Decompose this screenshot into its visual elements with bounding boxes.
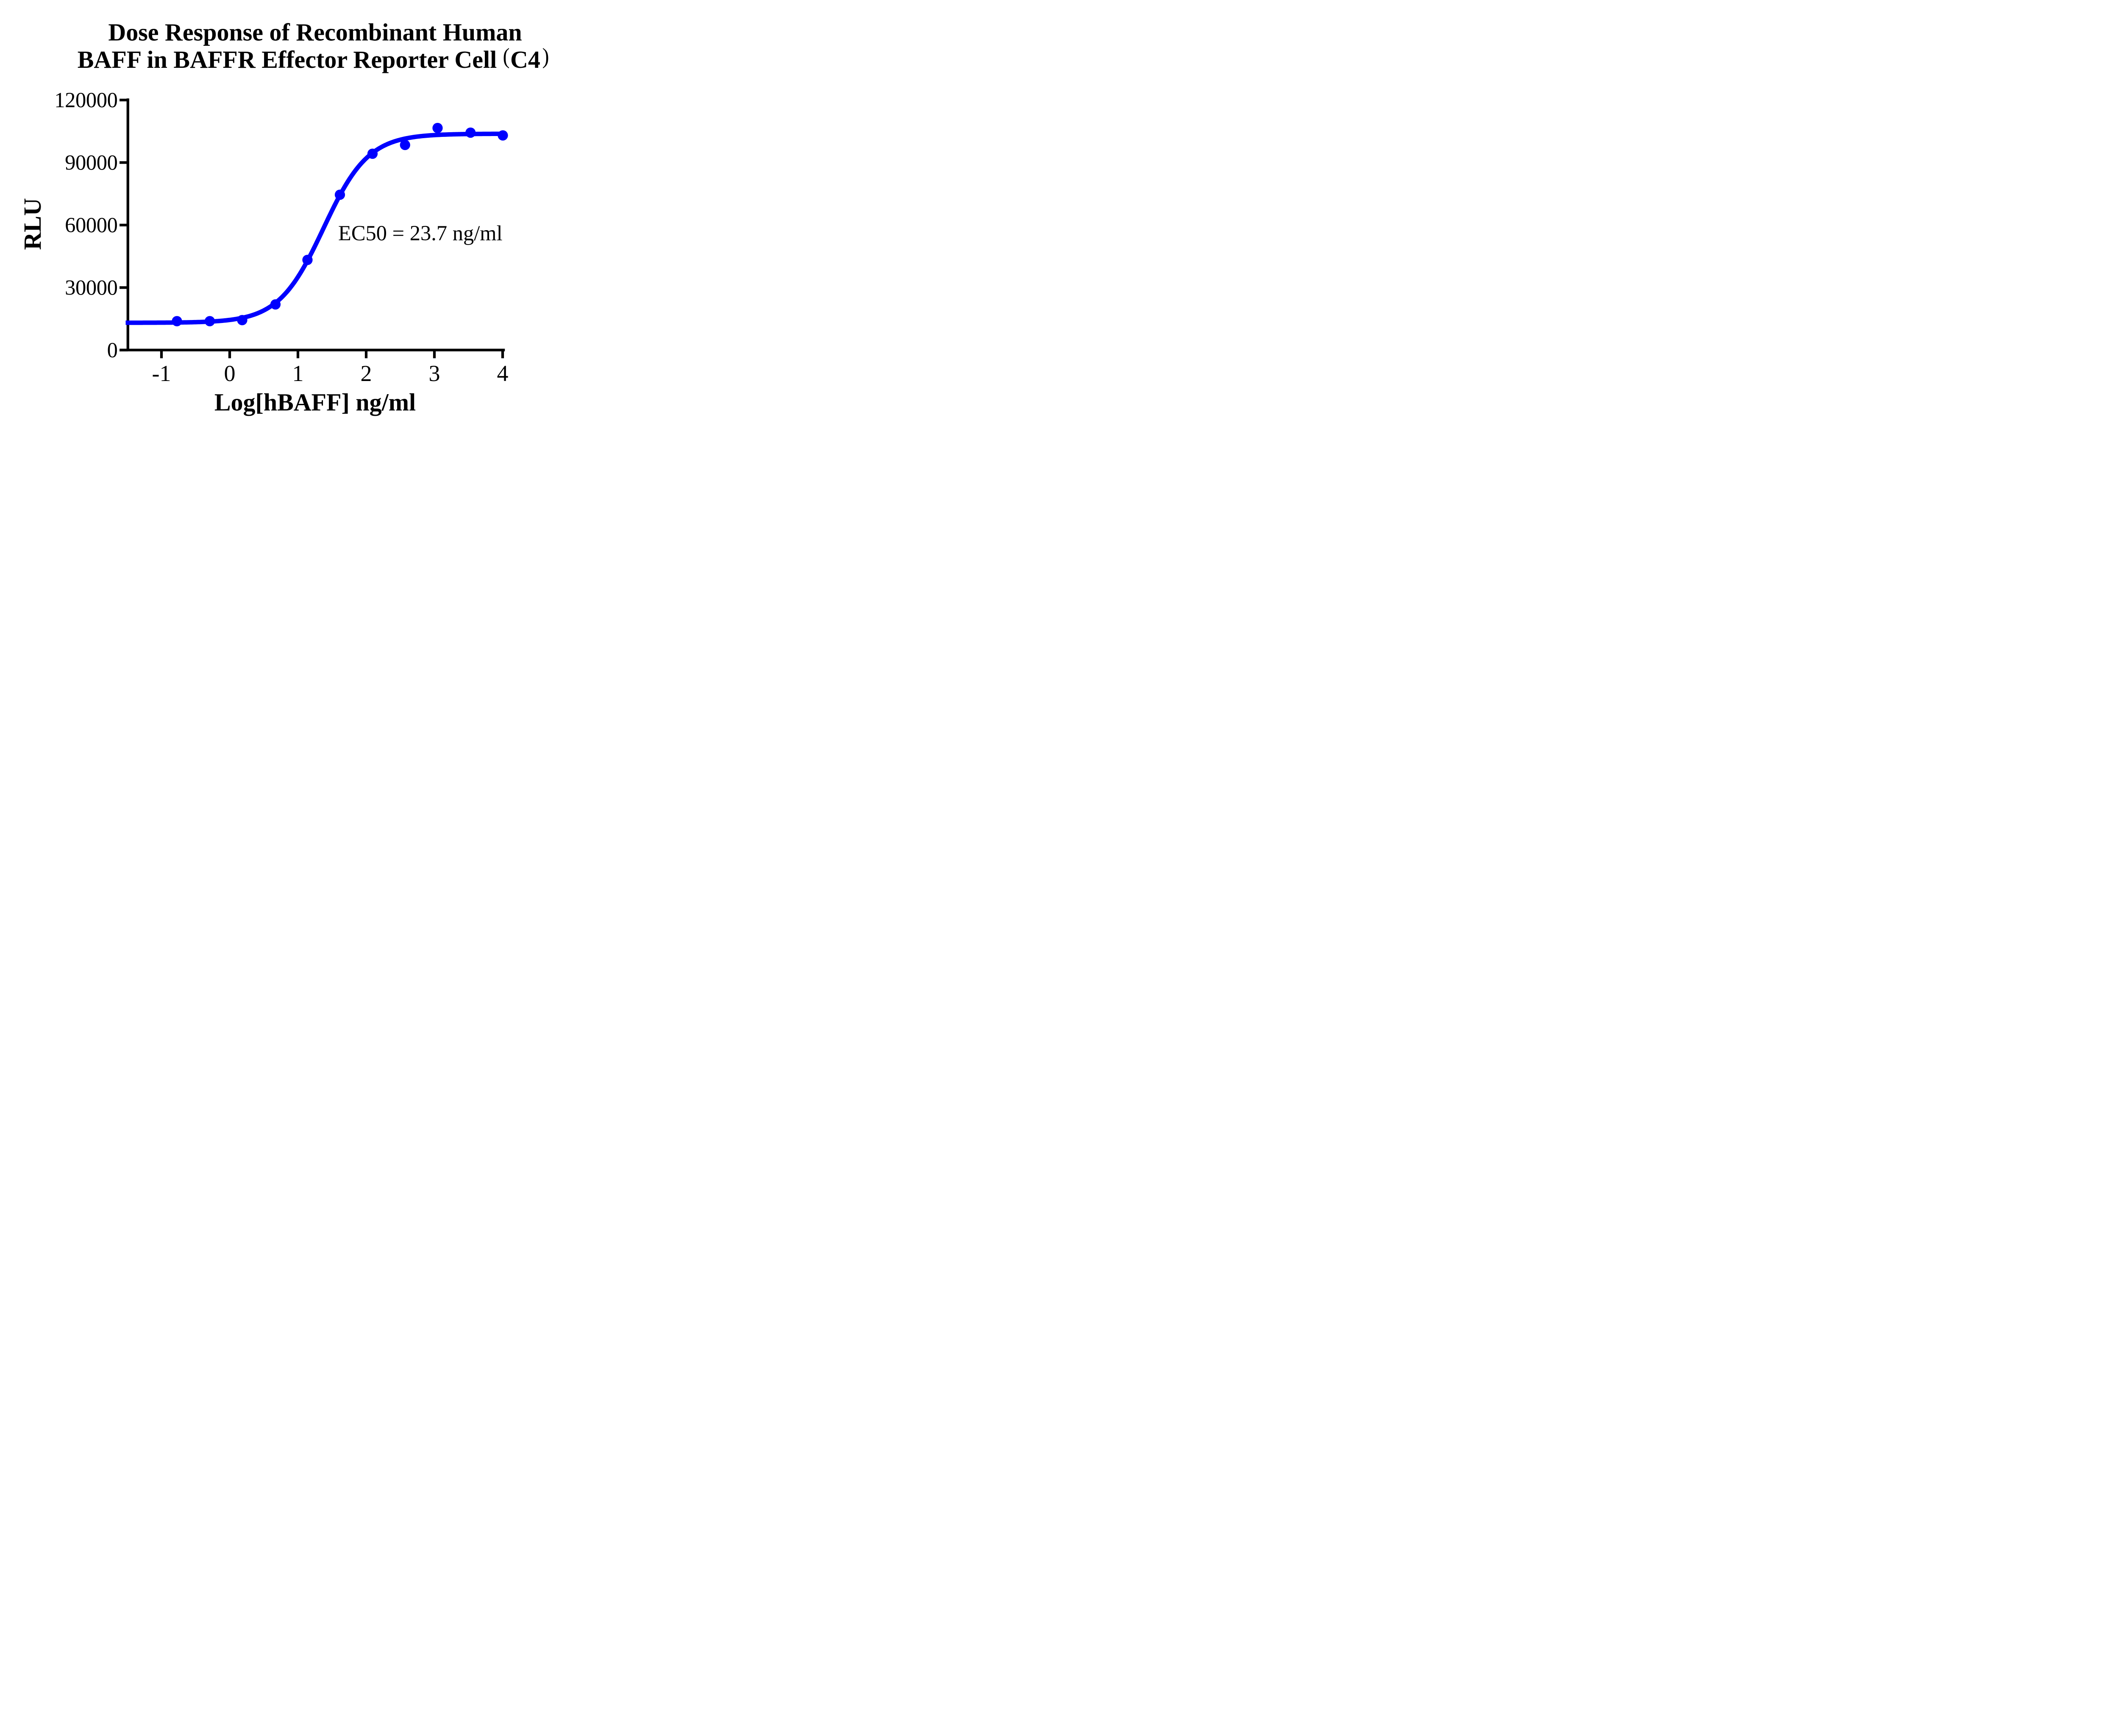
svg-text:-1: -1 (152, 361, 171, 386)
svg-text:RLU: RLU (19, 198, 46, 250)
svg-text:0: 0 (107, 338, 118, 362)
svg-text:0: 0 (224, 361, 236, 386)
svg-text:120000: 120000 (54, 88, 117, 112)
svg-text:60000: 60000 (65, 213, 117, 237)
svg-text:BAFF in BAFFR Effector Reporte: BAFF in BAFFR Effector Reporter Cell (78, 46, 497, 73)
svg-text:3: 3 (429, 361, 440, 386)
svg-text:Dose Response of Recombinant H: Dose Response of Recombinant Human (108, 19, 522, 46)
svg-text:30000: 30000 (65, 275, 117, 299)
svg-text:1: 1 (292, 361, 304, 386)
svg-text:(: ( (503, 44, 510, 68)
svg-text:2: 2 (361, 361, 372, 386)
svg-text:Log[hBAFF] ng/ml: Log[hBAFF] ng/ml (214, 388, 416, 416)
svg-text:C4: C4 (510, 46, 540, 73)
svg-text:90000: 90000 (65, 150, 117, 174)
svg-text:): ) (542, 44, 549, 68)
svg-text:4: 4 (497, 361, 509, 386)
svg-text:EC50 = 23.7 ng/ml: EC50 = 23.7 ng/ml (338, 221, 503, 245)
